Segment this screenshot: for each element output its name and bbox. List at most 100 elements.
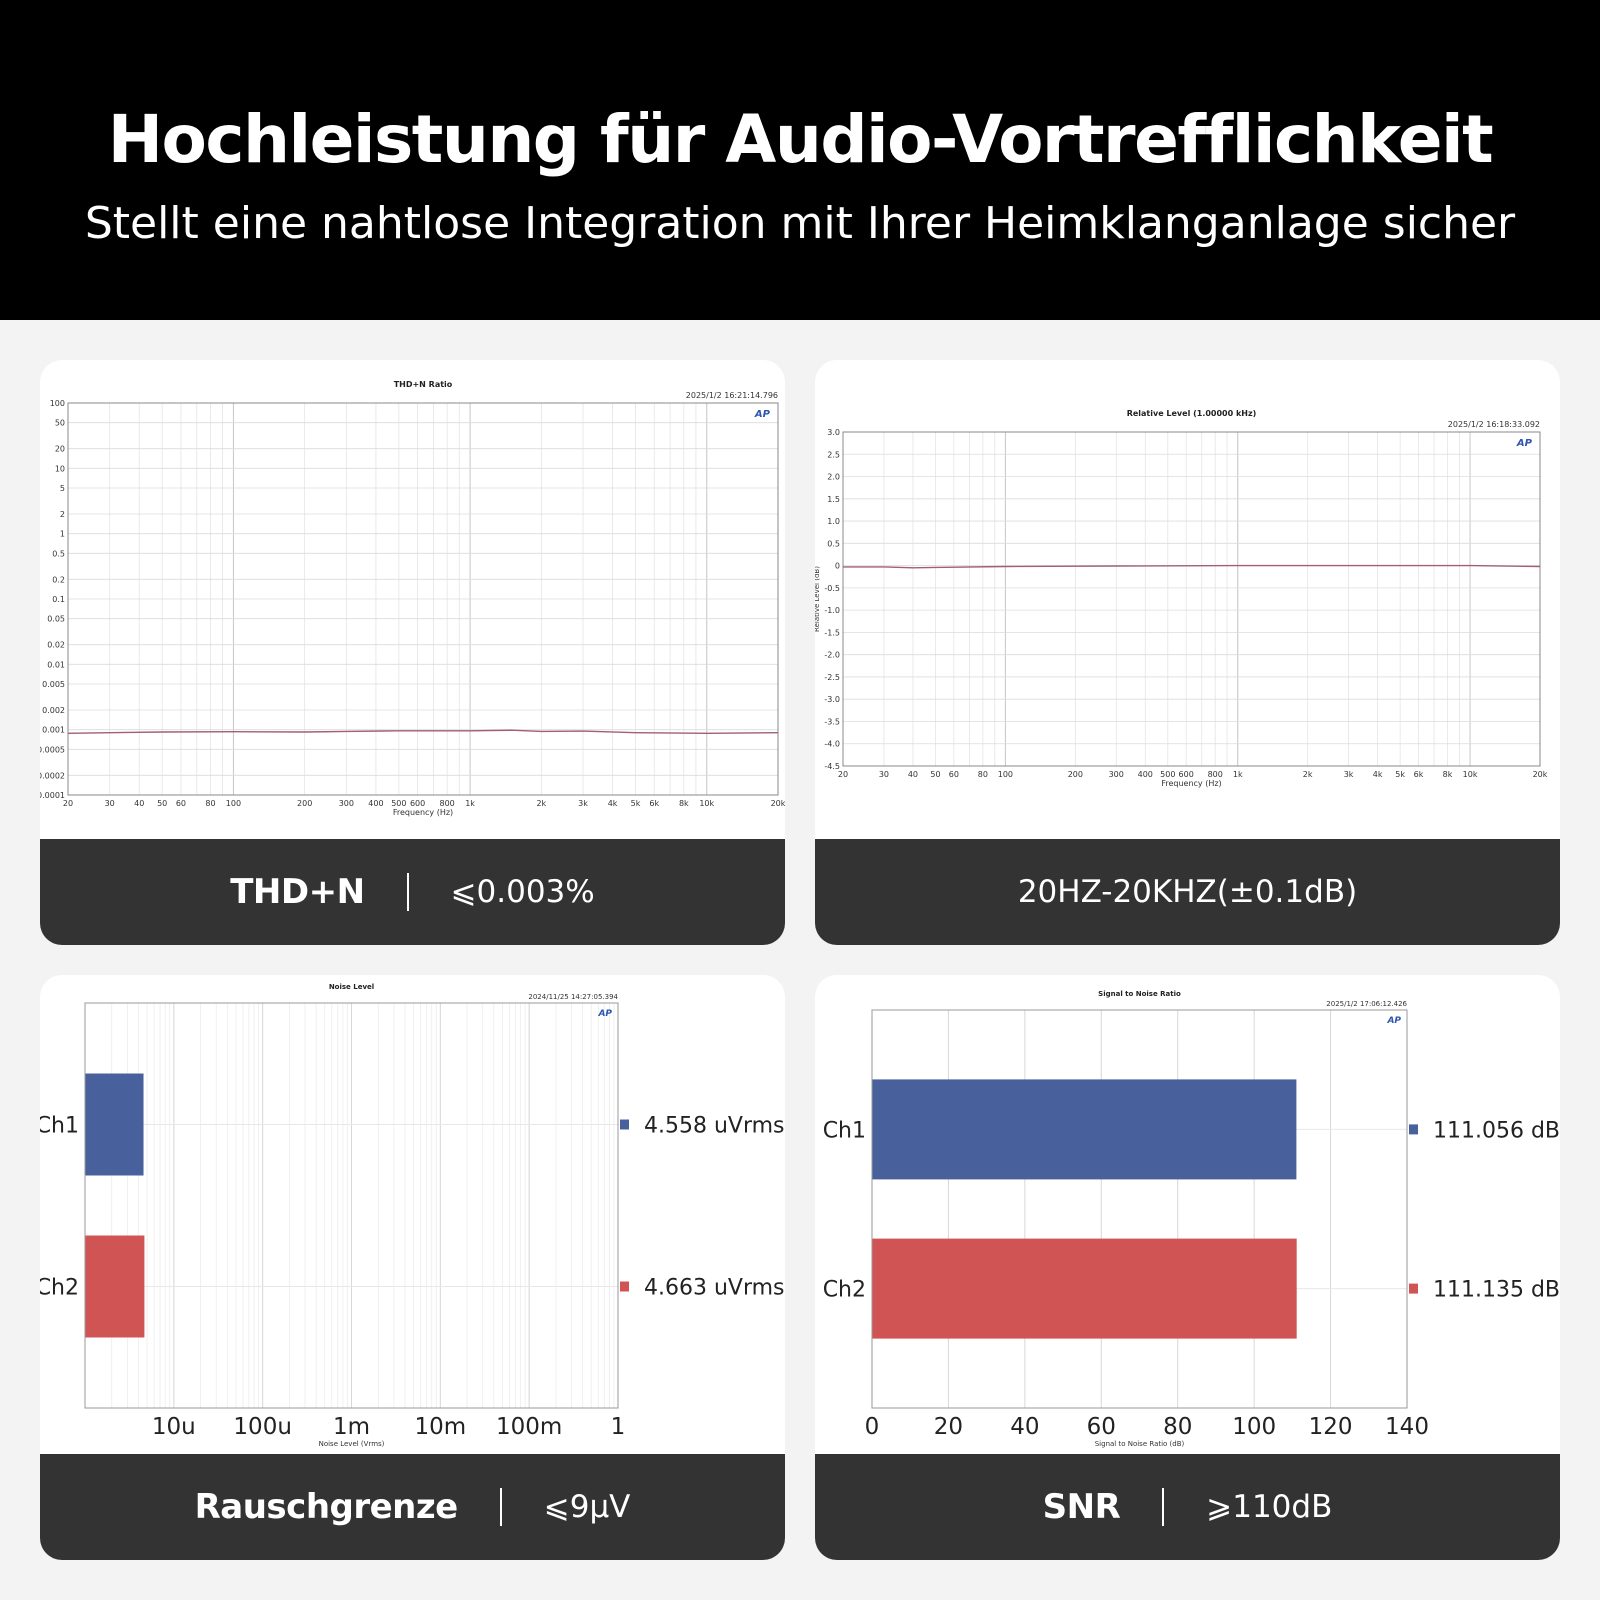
chart-title: Relative Level (1.00000 kHz)	[1127, 409, 1257, 418]
x-tick-label: 400	[1138, 770, 1153, 779]
y-tick-label: 0.01	[47, 660, 65, 669]
x-tick-label: 1k	[465, 799, 475, 808]
y-tick-label: -2.0	[824, 651, 840, 660]
plot-frame	[84, 1002, 619, 1409]
y-tick-label: -4.0	[824, 740, 840, 749]
snr-label: SNR	[1042, 1487, 1121, 1527]
x-tick-label: 20	[63, 799, 73, 808]
page-title: Hochleistung für Audio-Vortrefflichkeit	[107, 101, 1494, 178]
x-axis-label: Noise Level (Vrms)	[319, 1440, 385, 1448]
y-tick-label: 2.0	[827, 473, 840, 482]
snr-card: 0 20 40 60 80 100 120 140 Ch1 111.056 dB Ch2 111.13…	[815, 975, 1560, 1560]
y-tick-label: 0.002	[42, 706, 65, 715]
x-tick-label: 300	[339, 799, 354, 808]
x-tick-label: 10m	[414, 1414, 466, 1440]
x-tick-label: 5k	[1395, 770, 1405, 779]
noise-floor-label: Rauschgrenze	[194, 1487, 459, 1527]
x-tick-label: 200	[1068, 770, 1083, 779]
x-tick-label: 60	[949, 770, 959, 779]
y-tick-label: 100	[50, 399, 65, 408]
frequency-response-card: 3.0 2.5 2.0 1.5 1.0 0.5 0 -0.5 -1.0 -1.5 -2.0 -2.5 -…	[815, 360, 1560, 945]
noise-floor-card: 10u 100u 1m 10m 100m 1 Ch1 4.558 uVrms Ch2 4.663 …	[40, 975, 785, 1560]
x-tick-label: 8k	[1443, 770, 1453, 779]
x-tick-label: 140	[1385, 1414, 1429, 1440]
x-tick-label: 100u	[233, 1414, 291, 1440]
y-tick-label: -0.5	[824, 584, 840, 593]
x-tick-label: 3k	[578, 799, 588, 808]
ap-logo-icon: AP	[754, 409, 771, 420]
y-tick-label: -1.0	[824, 606, 840, 615]
category-label: Ch1	[40, 1114, 79, 1139]
y-tick-label: 2.5	[827, 450, 840, 459]
y-tick-label: 0	[835, 562, 840, 571]
x-tick-label: 60	[1087, 1414, 1116, 1440]
snr-value: ⩾110dB	[1206, 1489, 1333, 1525]
thdn-chart: 100 50 20 10 5 2 1 0.5 0.2 0.1 0.05 0.02 0.01 0.005 0.…	[40, 380, 785, 817]
x-tick-label: 600	[1179, 770, 1194, 779]
thdn-separator	[406, 873, 409, 911]
y-tick-label: 0.0001	[40, 791, 65, 800]
hero-banner: Hochleistung für Audio-Vortrefflichkeit …	[0, 0, 1600, 320]
y-tick-label: -1.5	[824, 628, 840, 637]
x-tick-label: 1k	[1233, 770, 1243, 779]
bar-ch2	[872, 1238, 1297, 1339]
y-tick-label: 1.0	[827, 517, 840, 526]
frequency-response-value: 20HZ-20KHZ(±0.1dB)	[1017, 874, 1358, 910]
x-tick-label: 10k	[699, 799, 714, 808]
x-tick-label: 800	[1208, 770, 1223, 779]
y-tick-label: 10	[55, 464, 65, 473]
frequency-response-footer: 20HZ-20KHZ(±0.1dB)	[815, 839, 1560, 945]
x-axis-label: Signal to Noise Ratio (dB)	[1095, 1440, 1185, 1448]
chart-title: Noise Level	[329, 983, 374, 991]
ap-logo-icon: AP	[597, 1009, 612, 1019]
page-subtitle: Stellt eine nahtlose Integration mit Ihr…	[84, 198, 1516, 249]
y-tick-label: 0.001	[42, 726, 65, 735]
x-tick-label: 80	[1163, 1414, 1192, 1440]
y-tick-label: 0.5	[827, 539, 840, 548]
noise-floor-separator	[499, 1488, 502, 1526]
y-tick-label: 1	[60, 530, 65, 539]
x-tick-label: 600	[410, 799, 425, 808]
plot-frame	[842, 431, 1541, 767]
y-tick-label: -3.5	[824, 717, 840, 726]
series-line	[843, 564, 1541, 569]
x-tick-label: 10k	[1463, 770, 1478, 779]
snr-chart: 0 20 40 60 80 100 120 140 Ch1 111.056 dB Ch2 111.13…	[823, 990, 1560, 1448]
thdn-card: 100 50 20 10 5 2 1 0.5 0.2 0.1 0.05 0.02 0.01 0.005 0.…	[40, 360, 785, 945]
x-axis-label: Frequency (Hz)	[393, 808, 453, 817]
snr-separator	[1162, 1488, 1165, 1526]
x-tick-label: 50	[157, 799, 167, 808]
x-tick-label: 500	[1160, 770, 1175, 779]
x-tick-label: 2k	[536, 799, 546, 808]
x-tick-label: 20	[838, 770, 848, 779]
x-tick-label: 200	[297, 799, 312, 808]
chart-timestamp: 2024/11/25 14:27:05.394	[528, 993, 618, 1001]
x-tick-label: 100	[226, 799, 241, 808]
y-tick-label: 0.1	[52, 595, 65, 604]
chart-timestamp: 2025/1/2 17:06:12.426	[1326, 1000, 1407, 1008]
x-tick-label: 800	[440, 799, 455, 808]
y-tick-label: 0.5	[52, 549, 65, 558]
frequency-response-chart: 3.0 2.5 2.0 1.5 1.0 0.5 0 -0.5 -1.0 -1.5 -2.0 -2.5 -…	[815, 409, 1548, 788]
x-tick-label: 8k	[679, 799, 689, 808]
thdn-label: THD+N	[230, 872, 365, 912]
y-axis-label: Relative Level (dB)	[815, 566, 821, 632]
snr-footer: SNR ⩾110dB	[815, 1454, 1560, 1560]
x-axis-label: Frequency (Hz)	[1161, 779, 1221, 788]
x-tick-label: 300	[1109, 770, 1124, 779]
x-tick-label: 10u	[152, 1414, 196, 1440]
x-tick-label: 0	[865, 1414, 880, 1440]
x-tick-label: 100	[1232, 1414, 1276, 1440]
legend-swatch	[620, 1119, 629, 1130]
category-label: Ch1	[823, 1118, 866, 1143]
noise-floor-value: ⩽9μV	[543, 1489, 631, 1525]
y-tick-label: 5	[60, 484, 65, 493]
y-tick-label: 0.0002	[40, 771, 65, 780]
value-label: 4.663 uVrms	[644, 1276, 785, 1301]
value-label: 111.135 dB	[1433, 1278, 1560, 1303]
x-tick-label: 1	[611, 1414, 626, 1440]
x-tick-label: 50	[930, 770, 940, 779]
y-tick-label: 0.02	[47, 641, 65, 650]
y-tick-label: 50	[55, 419, 65, 428]
chart-title: Signal to Noise Ratio	[1098, 990, 1181, 998]
